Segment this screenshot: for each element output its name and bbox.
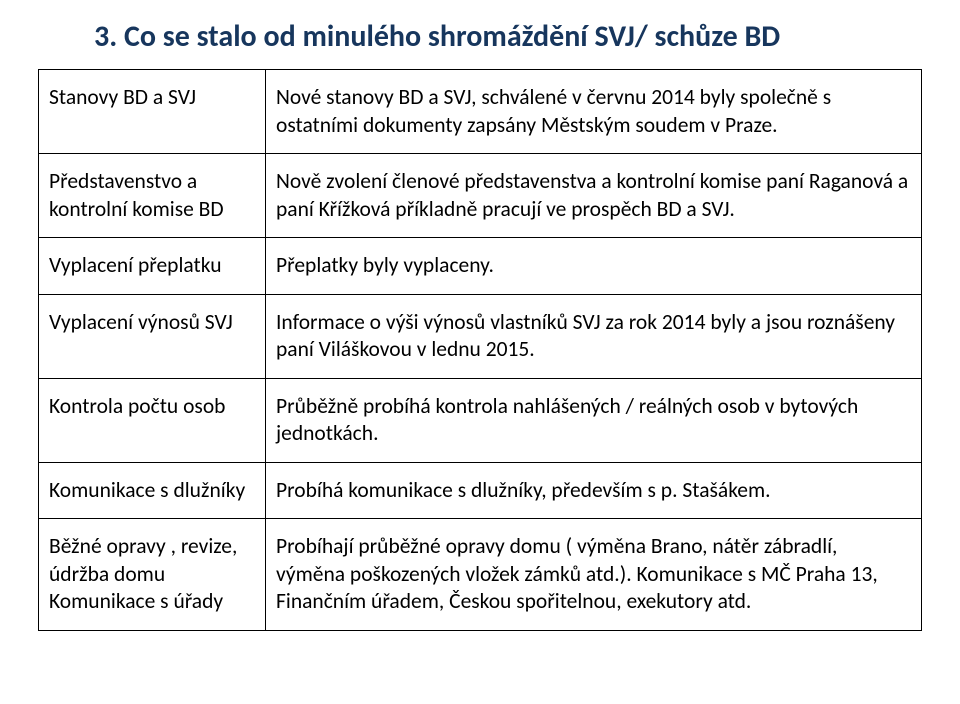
row-text: Průběžně probíhá kontrola nahlášených / … (266, 378, 922, 462)
status-table: Stanovy BD a SVJ Nové stanovy BD a SVJ, … (38, 69, 922, 631)
table-row: Stanovy BD a SVJ Nové stanovy BD a SVJ, … (39, 70, 922, 154)
row-text: Informace o výši výnosů vlastníků SVJ za… (266, 294, 922, 378)
table-row: Vyplacení výnosů SVJ Informace o výši vý… (39, 294, 922, 378)
table-row: Běžné opravy , revize, údržba domu Komun… (39, 519, 922, 631)
row-text: Nově zvolení členové představenstva a ko… (266, 154, 922, 238)
row-label: Běžné opravy , revize, údržba domu Komun… (39, 519, 266, 631)
row-label: Představenstvo a kontrolní komise BD (39, 154, 266, 238)
row-label: Komunikace s dlužníky (39, 462, 266, 519)
table-row: Komunikace s dlužníky Probíhá komunikace… (39, 462, 922, 519)
table-row: Vyplacení přeplatku Přeplatky byly vypla… (39, 238, 922, 295)
row-label: Stanovy BD a SVJ (39, 70, 266, 154)
row-label: Vyplacení výnosů SVJ (39, 294, 266, 378)
row-text: Nové stanovy BD a SVJ, schválené v červn… (266, 70, 922, 154)
row-text: Přeplatky byly vyplaceny. (266, 238, 922, 295)
document-page: 3. Co se stalo od minulého shromáždění S… (0, 0, 960, 704)
page-title: 3. Co se stalo od minulého shromáždění S… (94, 18, 922, 55)
row-text: Probíhá komunikace s dlužníky, především… (266, 462, 922, 519)
table-row: Představenstvo a kontrolní komise BD Nov… (39, 154, 922, 238)
row-label: Vyplacení přeplatku (39, 238, 266, 295)
row-label: Kontrola počtu osob (39, 378, 266, 462)
table-row: Kontrola počtu osob Průběžně probíhá kon… (39, 378, 922, 462)
row-text: Probíhají průběžné opravy domu ( výměna … (266, 519, 922, 631)
